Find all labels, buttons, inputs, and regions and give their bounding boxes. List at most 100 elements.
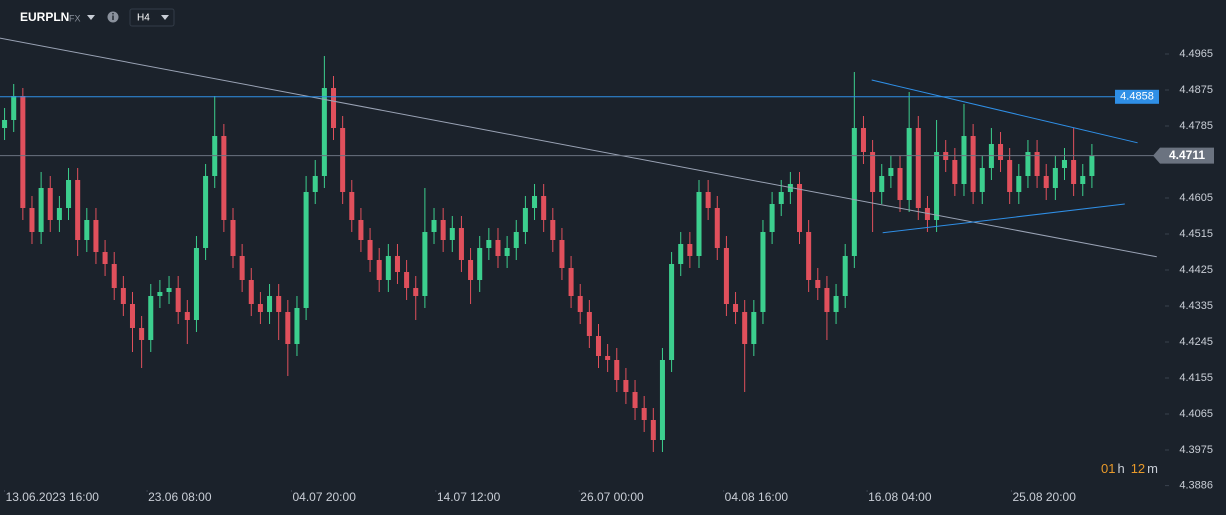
y-tick-label: 4.4965 bbox=[1179, 48, 1213, 60]
symbol-dropdown[interactable] bbox=[87, 15, 95, 20]
countdown-hours: 01 bbox=[1101, 461, 1115, 476]
candle-body bbox=[486, 240, 492, 248]
timeframe: H4 bbox=[137, 13, 150, 24]
candle-body bbox=[230, 220, 236, 256]
candle-body bbox=[56, 208, 62, 220]
candle-body bbox=[678, 244, 684, 264]
y-tick-label: 4.4155 bbox=[1179, 372, 1213, 384]
candle-body bbox=[1080, 176, 1086, 184]
candle-body bbox=[696, 192, 702, 256]
candle-body bbox=[879, 176, 885, 192]
candle-body bbox=[979, 168, 985, 192]
candle-body bbox=[1052, 168, 1058, 188]
candle-body bbox=[66, 180, 72, 208]
countdown: 01 h 12 m bbox=[1101, 461, 1158, 476]
candle-body bbox=[998, 144, 1004, 160]
y-tick-label: 4.4785 bbox=[1179, 120, 1213, 132]
candle-body bbox=[851, 128, 857, 256]
candle-body bbox=[376, 260, 382, 280]
price-tag-label: 4.4858 bbox=[1120, 91, 1154, 103]
candle-body bbox=[705, 192, 711, 208]
candle-body bbox=[897, 168, 903, 200]
candle-body bbox=[47, 188, 53, 220]
candle-body bbox=[906, 128, 912, 200]
candle-body bbox=[148, 296, 154, 340]
y-tick-label: 4.4605 bbox=[1179, 192, 1213, 204]
price-tag bbox=[1115, 89, 1159, 104]
candle-body bbox=[449, 228, 455, 240]
candle-body bbox=[20, 96, 26, 208]
trendline bbox=[882, 203, 1125, 234]
candle-body bbox=[157, 292, 163, 296]
y-tick-label: 4.4425 bbox=[1179, 264, 1213, 276]
candle-body bbox=[29, 208, 35, 232]
x-tick-label: 25.08 20:00 bbox=[1012, 490, 1076, 504]
countdown-m: m bbox=[1147, 461, 1158, 476]
candle-body bbox=[806, 232, 812, 280]
candle-body bbox=[102, 252, 108, 264]
candle-body bbox=[541, 196, 547, 220]
candle-body bbox=[568, 268, 574, 296]
candle-body bbox=[1061, 160, 1068, 168]
candle-body bbox=[842, 256, 848, 296]
candle-body bbox=[659, 360, 665, 440]
candle-body bbox=[1007, 160, 1013, 192]
candle-body bbox=[632, 392, 638, 408]
candle-body bbox=[267, 296, 273, 312]
candle-body bbox=[532, 196, 538, 208]
candle-body bbox=[796, 184, 803, 232]
candle-body bbox=[577, 296, 583, 312]
y-tick-label: 4.4065 bbox=[1179, 408, 1213, 420]
candle-body bbox=[751, 312, 757, 344]
candle-body bbox=[550, 220, 556, 240]
last-price-tag bbox=[1153, 147, 1214, 164]
candle-body bbox=[84, 220, 90, 240]
candle-body bbox=[687, 244, 693, 256]
candle-body bbox=[778, 192, 784, 204]
candle-body bbox=[1089, 155, 1095, 176]
candle-body bbox=[294, 308, 300, 344]
countdown-h: h bbox=[1117, 461, 1124, 476]
candle-body bbox=[623, 380, 629, 392]
candle-body bbox=[605, 356, 611, 360]
candle-body bbox=[769, 204, 775, 232]
timeframe-dropdown[interactable] bbox=[161, 15, 169, 20]
candle-body bbox=[75, 180, 81, 240]
trendline bbox=[0, 37, 1157, 258]
symbol[interactable]: EURPLN bbox=[20, 10, 69, 24]
plot-area: 4.3886 4.3975 4.4065 4.4155 4.4245 4.4335 4.44… bbox=[0, 37, 1214, 504]
candle-body bbox=[440, 220, 446, 240]
last-price-label: 4.4711 bbox=[1169, 148, 1205, 162]
candle-body bbox=[888, 168, 894, 176]
candle-body bbox=[1043, 176, 1049, 188]
candle-body bbox=[285, 312, 291, 344]
candle-body bbox=[11, 96, 17, 120]
candle-body bbox=[120, 288, 126, 304]
candle-body bbox=[303, 192, 309, 308]
candle-body bbox=[431, 220, 437, 232]
countdown-minutes: 12 bbox=[1131, 461, 1145, 476]
candle-body bbox=[513, 232, 519, 248]
candle-body bbox=[824, 288, 830, 312]
candle-body bbox=[559, 240, 565, 268]
candle-body bbox=[1016, 176, 1022, 192]
y-tick-label: 4.4245 bbox=[1179, 336, 1213, 348]
toolbar: EURPLN FX H4 bbox=[20, 8, 175, 27]
candle-body bbox=[650, 420, 656, 440]
candle-body bbox=[413, 288, 419, 296]
x-tick-label: 14.07 12:00 bbox=[437, 490, 501, 504]
candle-body bbox=[203, 176, 209, 248]
candle-body bbox=[312, 176, 318, 192]
candle-body bbox=[404, 272, 410, 288]
trendline bbox=[871, 79, 1138, 144]
candle-body bbox=[367, 240, 373, 260]
candle-body bbox=[1034, 152, 1040, 176]
candle-body bbox=[815, 280, 821, 288]
candle-body bbox=[924, 208, 930, 220]
candle-body bbox=[742, 312, 748, 344]
candle-body bbox=[733, 304, 739, 312]
candle-body bbox=[349, 192, 355, 220]
timeframe-box[interactable] bbox=[129, 8, 175, 27]
